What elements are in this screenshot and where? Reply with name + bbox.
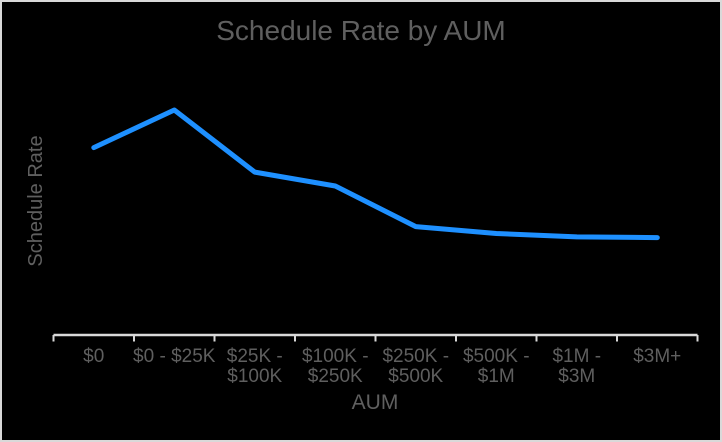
- x-tick-label: $250K - $500K: [382, 346, 450, 387]
- x-axis: [52, 333, 699, 342]
- x-tick-label: $0: [83, 346, 105, 367]
- x-axis-title: AUM: [351, 391, 399, 414]
- series-line-schedule-rate: [91, 107, 660, 241]
- x-tick-label: $3M+: [633, 346, 682, 367]
- x-tick-label: $25K - $100K: [226, 346, 283, 387]
- x-tick-label: $100K - $250K: [301, 346, 369, 387]
- x-tick-label: $1M - $3M: [552, 346, 602, 387]
- chart-title: Schedule Rate by AUM: [216, 15, 506, 46]
- x-tick-label: $500K - $1M: [462, 346, 530, 387]
- x-tick-label: $0 - $25K: [133, 346, 216, 367]
